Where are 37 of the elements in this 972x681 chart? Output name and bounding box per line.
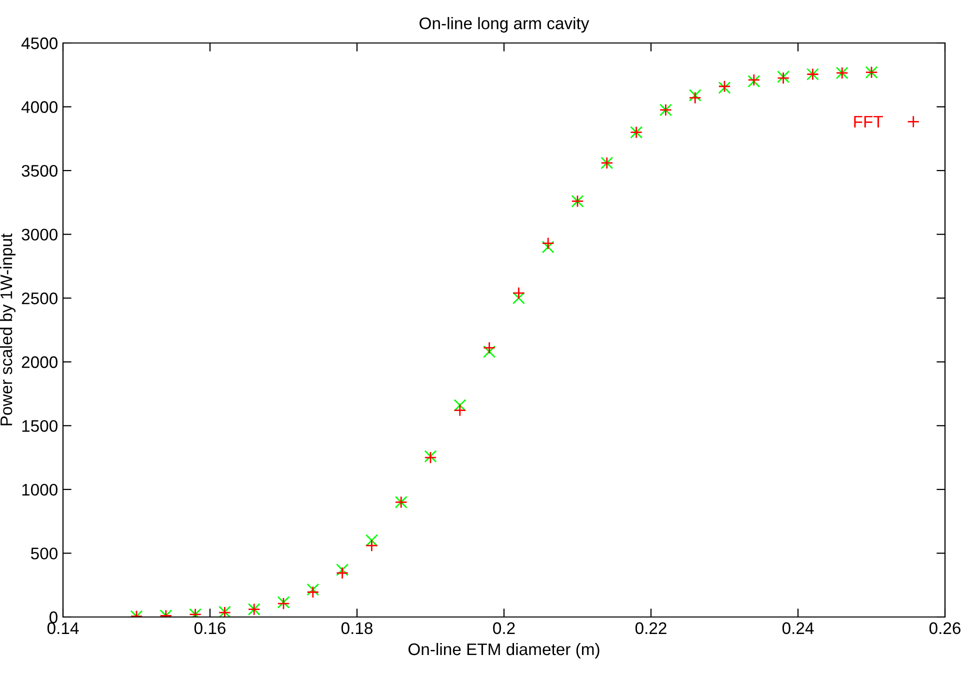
y-tick-label: 0 — [50, 611, 58, 624]
x-tick-label: 0.2 — [493, 622, 515, 634]
point — [512, 286, 525, 300]
chart-title: On-line long arm cavity — [420, 17, 590, 33]
point — [306, 586, 320, 598]
point — [483, 345, 496, 358]
y-tick-label: 1000 — [22, 484, 58, 496]
x-tick-label: 0.22 — [635, 622, 666, 634]
x-tick-label: 0.26 — [929, 622, 960, 634]
point — [306, 583, 320, 596]
y-tick-label: 4500 — [21, 37, 58, 50]
point — [483, 342, 496, 354]
point — [542, 240, 554, 254]
x-tick-label: 0.18 — [341, 622, 372, 634]
y-tick-label: 2000 — [22, 356, 58, 368]
legend-label: FFT — [854, 116, 883, 128]
x-axis-title: On-line ETM diameter (m) — [408, 642, 600, 658]
point — [688, 89, 702, 102]
point — [512, 292, 525, 304]
x-tick-label: 0.16 — [194, 622, 226, 634]
y-axis-title: Power scaled by 1W-input — [0, 233, 16, 426]
point — [688, 92, 702, 104]
y-tick-label: 500 — [31, 548, 58, 560]
y-tick-label: 1500 — [22, 420, 58, 432]
point — [365, 534, 378, 547]
point — [336, 566, 349, 580]
x-tick-label: 0.14 — [47, 622, 79, 634]
y-tick-label: 4000 — [21, 101, 58, 113]
y-tick-label: 3000 — [22, 228, 58, 241]
point — [336, 564, 349, 576]
point — [542, 237, 554, 250]
point — [454, 399, 466, 412]
point — [454, 404, 466, 417]
y-tick-label: 3500 — [22, 164, 58, 177]
y-tick-label: 2500 — [22, 292, 58, 304]
point — [365, 539, 378, 552]
x-tick-label: 0.24 — [782, 622, 814, 634]
